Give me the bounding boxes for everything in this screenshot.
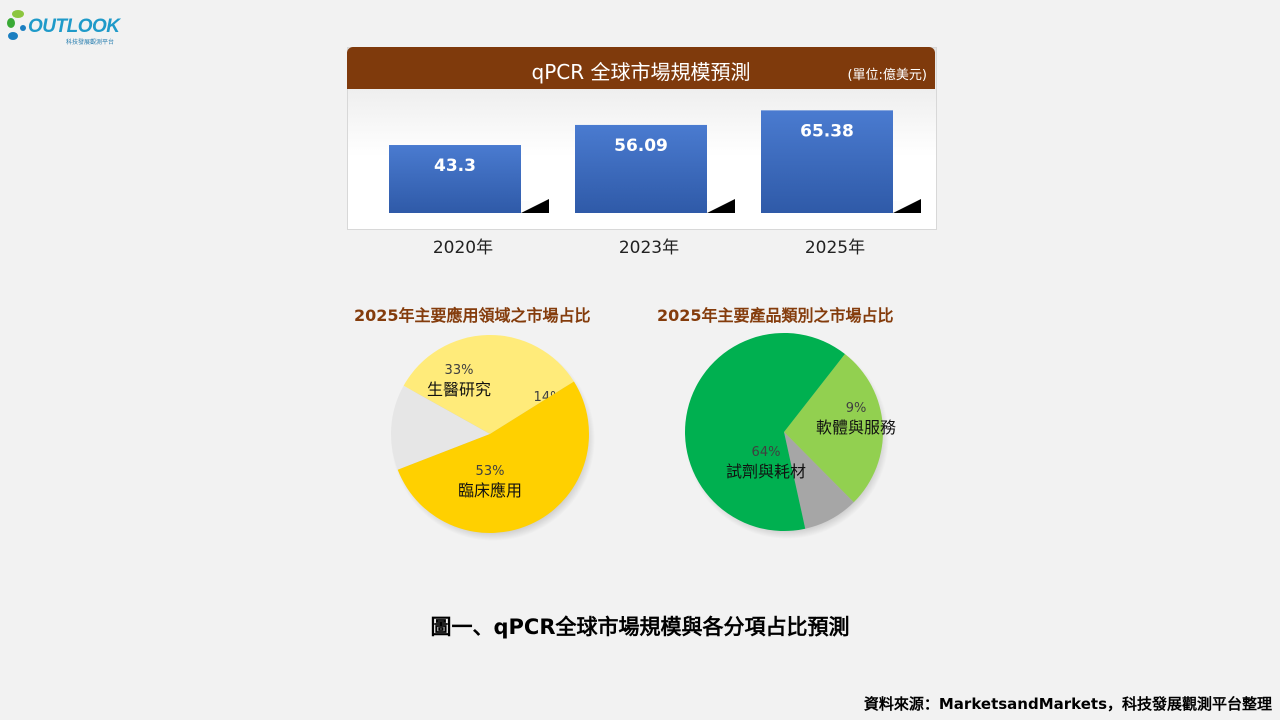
bar-category-label: 2023年 — [619, 238, 679, 258]
bar-category-label: 2025年 — [805, 238, 865, 258]
pie-slice-0 — [784, 353, 883, 503]
pie-title-application: 2025年主要應用領域之市場占比 — [354, 306, 591, 325]
pie-category-label: 臨床應用 — [458, 481, 522, 500]
bar-value-label: 43.3 — [434, 156, 476, 176]
pie-title-product: 2025年主要產品類別之市場占比 — [657, 306, 894, 325]
bar-1 — [575, 124, 707, 213]
bar-2 — [761, 110, 893, 213]
pie-category-label: 試劑與耗材 — [726, 462, 806, 481]
pie-slice-1 — [784, 432, 854, 529]
bar-0 — [389, 145, 521, 213]
outlook-logo: OUTLOOK 科技發展觀測平台 — [4, 6, 120, 46]
pie-category-label: 生醫研究 — [427, 380, 491, 399]
logo-text: OUTLOOK — [28, 16, 120, 37]
bar-value-label: 65.38 — [800, 121, 854, 141]
pie-slice-1 — [391, 385, 490, 470]
pie-pct-label: 9% — [846, 401, 867, 416]
bar-value-label: 56.09 — [614, 136, 668, 156]
pie-pct-label: 53% — [476, 464, 505, 479]
bar-chart-title-bar: qPCR 全球市場規模預測 (單位:億美元) — [347, 47, 935, 89]
pie-slice-2 — [685, 333, 845, 531]
pie-slice-2 — [397, 381, 589, 533]
pie-slice-0 — [403, 334, 574, 434]
logo-leaf-icon — [7, 10, 26, 40]
pie-pct-label: 33% — [445, 363, 474, 378]
figure-caption: 圖一、qPCR全球市場規模與各分項占比預測 — [430, 615, 850, 639]
source-note: 資料來源：MarketsandMarkets，科技發展觀測平台整理 — [863, 695, 1272, 713]
pie-pct-label: 64% — [752, 445, 781, 460]
bar-chart-title: qPCR 全球市場規模預測 — [531, 60, 751, 84]
bar-category-label: 2020年 — [433, 238, 493, 258]
logo-subtitle: 科技發展觀測平台 — [66, 39, 115, 46]
pie-category-label: 軟體與服務 — [816, 418, 896, 437]
bar-chart-unit: (單位:億美元) — [847, 68, 927, 83]
